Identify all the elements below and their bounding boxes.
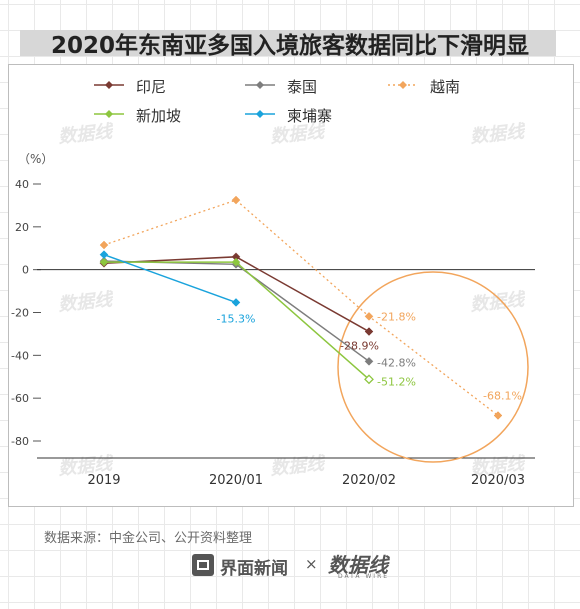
y-tick-label: -40 [11, 349, 29, 362]
data-point [493, 411, 503, 420]
chart-panel [8, 64, 574, 507]
brand-separator: × [305, 555, 318, 573]
data-label: -51.2% [377, 375, 416, 388]
data-point [231, 298, 241, 307]
legend-label: 新加坡 [136, 107, 182, 125]
data-point [231, 257, 241, 267]
legend-label: 泰国 [287, 78, 318, 96]
legend-label: 柬埔寨 [287, 107, 333, 125]
highlight-circle [337, 271, 529, 463]
brand-jiemian-text: 界面新闻 [220, 559, 288, 579]
series-line [103, 199, 499, 417]
brand-datawire-text: 数据线 [328, 553, 388, 577]
series-line [103, 260, 370, 362]
source-note: 数据来源：中金公司、公开资料整理 [44, 531, 253, 546]
y-tick-label: 0 [22, 264, 29, 277]
series-line [103, 253, 237, 304]
legend-label: 印尼 [136, 78, 167, 96]
data-point [99, 240, 109, 250]
y-tick-label: -20 [11, 307, 29, 320]
legend-swatch-icon [94, 110, 124, 118]
data-point [231, 195, 241, 205]
y-axis-unit: （%） [18, 152, 53, 166]
data-label: -68.1% [483, 390, 522, 403]
data-point [364, 374, 374, 385]
y-tick-label: -80 [11, 435, 29, 448]
data-label: -21.8% [377, 310, 416, 323]
title-band [20, 30, 556, 56]
data-label: -15.3% [217, 312, 256, 325]
legend-swatch-icon [388, 81, 418, 89]
data-label: -28.9% [340, 340, 379, 353]
data-point [364, 312, 374, 321]
y-tick-label: 40 [15, 178, 29, 191]
y-tick-label: 20 [15, 221, 29, 234]
data-label: -42.8% [377, 356, 416, 369]
brand-datawire-sub: DATA WIRE [338, 573, 390, 580]
jiemian-logo-icon [192, 554, 214, 576]
x-tick-label: 2019 [87, 473, 120, 488]
legend-swatch-icon [245, 81, 275, 89]
legend-label: 越南 [430, 78, 461, 96]
x-tick-label: 2020/03 [471, 473, 525, 488]
data-point [99, 250, 109, 260]
brand-datawire: 数据线 DATA WIRE [328, 549, 390, 580]
y-tick-label: -60 [11, 392, 29, 405]
legend-swatch-icon [245, 110, 275, 118]
legend-swatch-icon [94, 81, 124, 89]
data-point [364, 356, 374, 366]
data-point [364, 327, 374, 336]
x-tick-label: 2020/01 [209, 473, 263, 488]
data-point [99, 257, 109, 267]
chart-title: 2020年东南亚多国入境旅客数据同比下滑明显 [50, 33, 529, 59]
x-tick-label: 2020/02 [342, 473, 396, 488]
